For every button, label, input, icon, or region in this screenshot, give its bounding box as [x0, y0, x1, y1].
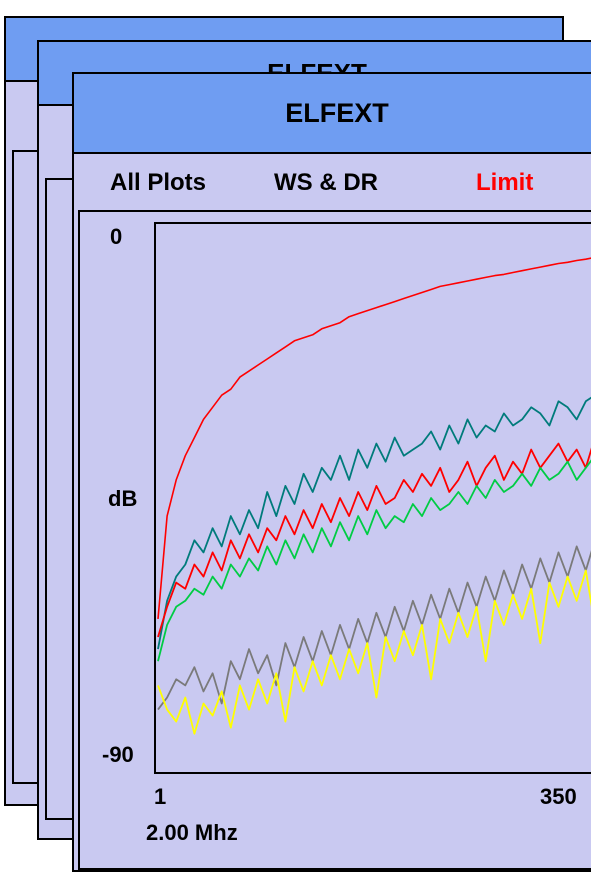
tab-limit[interactable]: Limit	[476, 169, 534, 196]
plot-frame: 0 dB -90 1 350 2.00 Mhz	[78, 210, 591, 870]
plot-tabs: All Plots WS & DR Limit	[74, 162, 591, 206]
window-title: ELFEXT	[74, 74, 591, 154]
tab-ws-dr[interactable]: WS & DR	[274, 169, 378, 196]
plot-series-5-line	[157, 545, 591, 711]
plot-series-3-line	[157, 442, 591, 638]
plot-series-6-line	[157, 569, 591, 735]
plot-series-4-line	[157, 459, 591, 662]
y-tick-top: 0	[110, 224, 123, 249]
plot-series-2-line	[157, 396, 591, 650]
y-tick-bottom: -90	[102, 742, 134, 767]
tab-all-plots[interactable]: All Plots	[110, 169, 207, 196]
x-tick-left: 1	[154, 784, 167, 809]
frequency-readout: 2.00 Mhz	[146, 820, 238, 845]
elfext-plot	[154, 222, 591, 774]
y-axis-unit-label: dB	[108, 486, 138, 511]
plot-border	[154, 222, 591, 774]
x-tick-right: 350	[540, 784, 577, 809]
plot-series-1-line	[157, 257, 591, 619]
elfext-window: ELFEXT All Plots WS & DR Limit 0 dB -90 …	[72, 72, 591, 872]
